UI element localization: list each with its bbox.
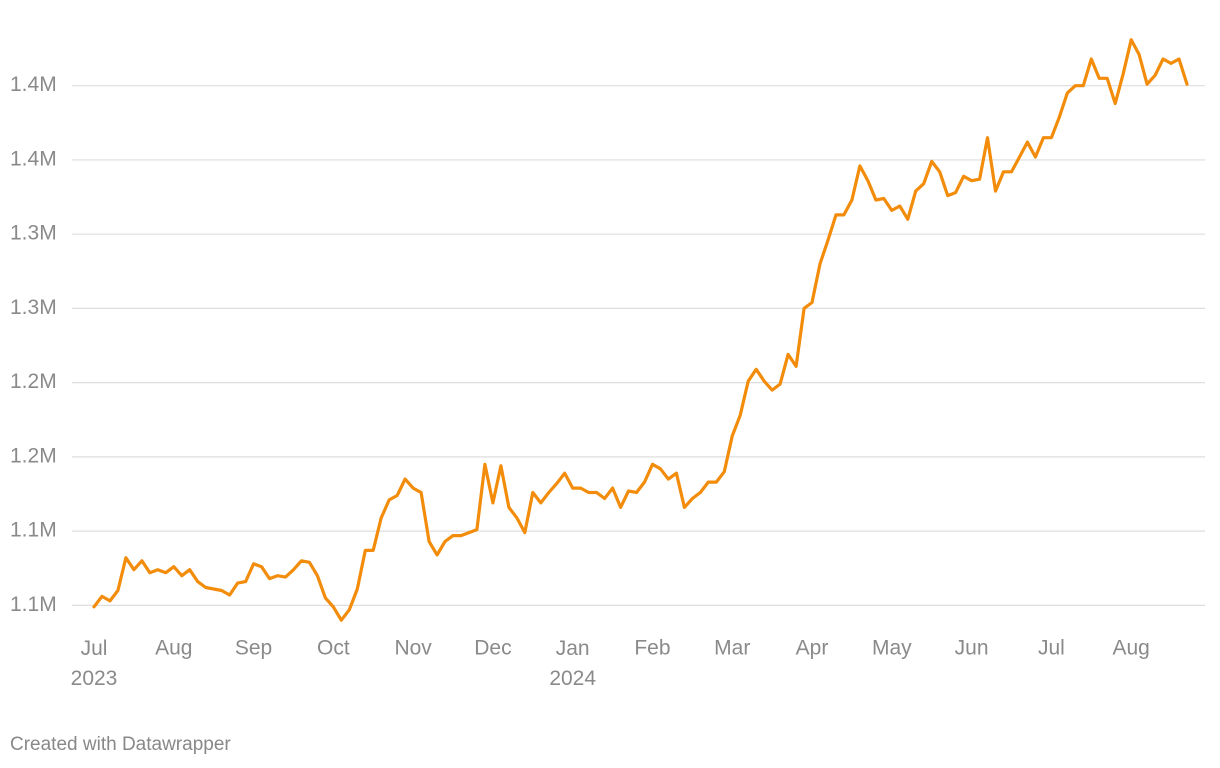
x-tick-label: Nov: [394, 637, 432, 660]
x-tick-label: Aug: [155, 637, 192, 660]
x-tick-label: Apr: [796, 637, 829, 660]
x-tick-label: Jan 2024: [549, 637, 596, 690]
line: [92, 38, 1189, 622]
x-tick-label: Mar: [714, 637, 750, 660]
x-tick-label: May: [872, 637, 912, 660]
y-tick-label: 1.2M: [10, 370, 57, 393]
y-tick-label: 1.4M: [10, 147, 57, 170]
y-tick-label: 1.1M: [10, 519, 57, 542]
x-tick-label: Jun: [955, 637, 989, 660]
y-tick-label: 1.1M: [10, 593, 57, 616]
x-tick-label: Oct: [317, 637, 350, 660]
x-tick-label: Jul: [1038, 637, 1065, 660]
x-tick-label: Feb: [634, 637, 670, 660]
x-tick-label: Dec: [474, 637, 511, 660]
y-tick-label: 1.2M: [10, 444, 57, 467]
y-tick-label: 1.3M: [10, 222, 57, 245]
x-tick-label: Aug: [1112, 637, 1149, 660]
x-tick-label: Sep: [235, 637, 272, 660]
y-tick-label: 1.3M: [10, 296, 57, 319]
x-tick-label: Jul 2023: [71, 637, 118, 690]
footer: Created with Datawrapper: [10, 734, 231, 755]
y-tick-label: 1.4M: [10, 73, 57, 96]
